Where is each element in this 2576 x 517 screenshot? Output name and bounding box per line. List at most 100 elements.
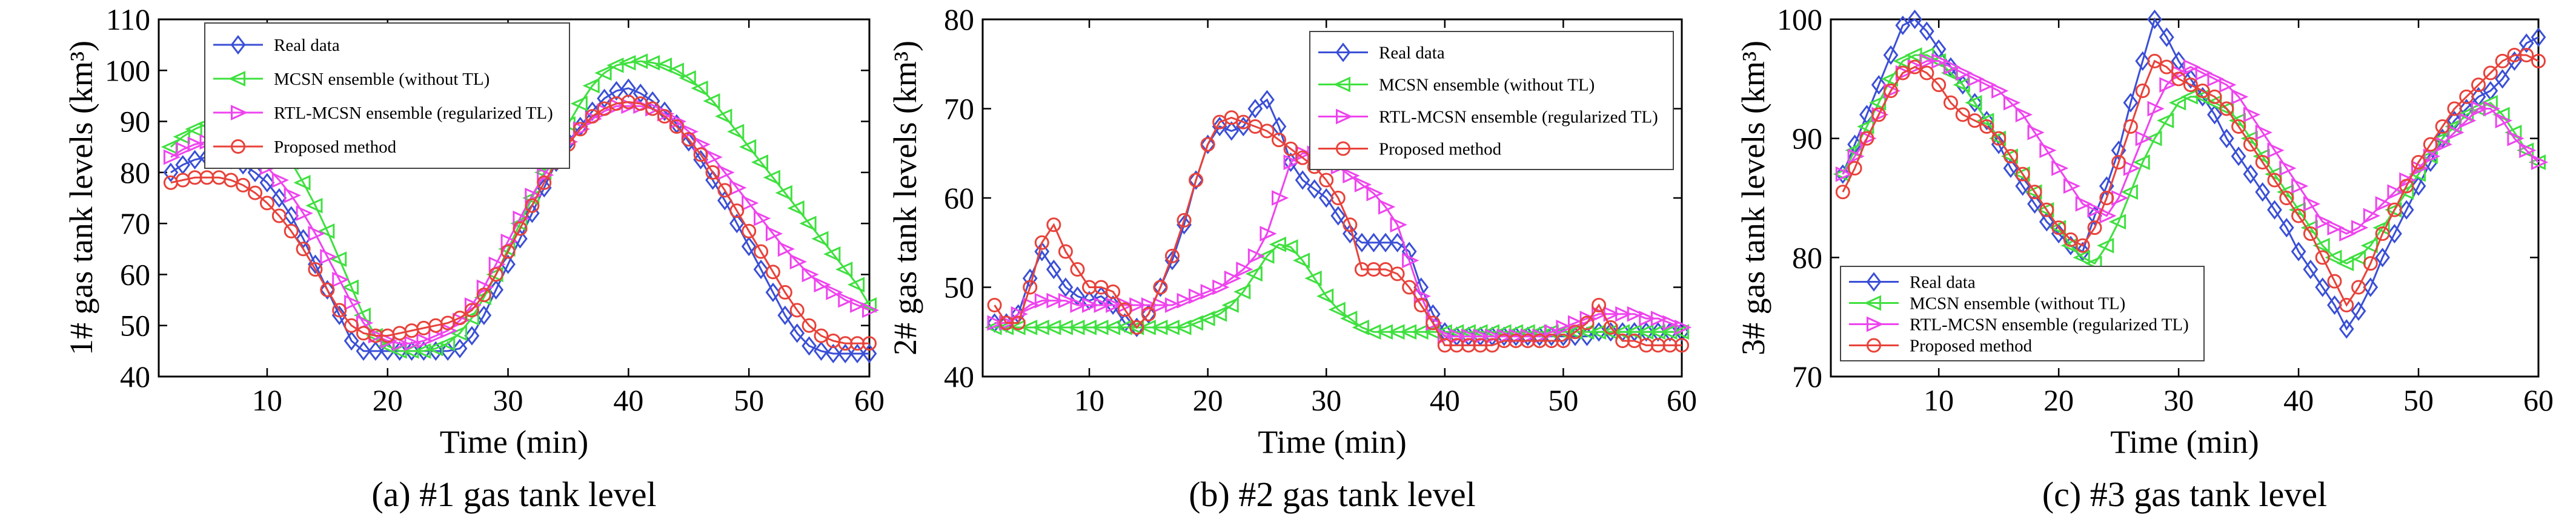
data-point	[1224, 121, 1240, 141]
x-axis-title: Time (min)	[2110, 424, 2259, 460]
data-point	[2183, 77, 2198, 93]
legend-box	[204, 22, 570, 169]
data-point	[1269, 236, 1286, 252]
data-point	[1245, 266, 1263, 282]
data-point	[765, 282, 781, 303]
data-point	[1340, 311, 1358, 326]
data-point	[1615, 306, 1633, 322]
data-point	[802, 266, 819, 283]
data-point	[1212, 116, 1227, 137]
y-axis-title: 2# gas tank levels (km³)	[887, 41, 923, 355]
data-point	[2279, 160, 2297, 176]
data-point	[293, 174, 311, 191]
data-point	[862, 336, 877, 351]
data-point	[729, 203, 745, 219]
data-point	[2447, 101, 2462, 116]
data-point	[742, 195, 759, 211]
data-point	[1354, 177, 1372, 193]
data-point	[464, 303, 479, 318]
data-point	[2159, 59, 2174, 74]
x-tick-label: 40	[1430, 383, 1460, 417]
legend-label: RTL-MCSN ensemble (regularized TL)	[274, 104, 553, 123]
data-point	[175, 142, 193, 157]
data-point	[536, 178, 552, 198]
data-point	[1247, 248, 1266, 264]
data-point	[585, 109, 600, 124]
data-point	[2147, 53, 2162, 68]
data-point	[2123, 119, 2138, 134]
data-point	[789, 303, 805, 318]
data-point	[1931, 77, 1947, 93]
data-point	[2015, 166, 2030, 182]
data-point	[2087, 220, 2102, 235]
data-point	[236, 177, 251, 193]
data-point	[1164, 248, 1180, 263]
data-point	[1907, 9, 1922, 30]
data-point	[849, 343, 865, 364]
data-point	[1556, 334, 1571, 348]
legend-marker	[1333, 76, 1350, 93]
data-point	[2339, 298, 2354, 312]
series-line	[1842, 60, 2540, 235]
data-point	[2423, 148, 2441, 164]
legend: Real data MCSN ensemble (without TL)RTL-M…	[1840, 266, 2205, 361]
data-point	[2375, 226, 2390, 241]
data-point	[344, 318, 359, 333]
data-point	[2471, 100, 2489, 117]
legend-label: RTL-MCSN ensemble (regularized TL)	[1379, 108, 1658, 127]
data-point	[2387, 202, 2402, 217]
data-point	[777, 285, 792, 300]
data-point	[380, 333, 397, 349]
data-point	[2015, 176, 2031, 196]
data-point	[2315, 250, 2330, 265]
data-point	[2159, 27, 2174, 47]
data-point	[1967, 71, 1985, 87]
data-point	[271, 172, 290, 188]
data-point	[787, 200, 805, 216]
data-point	[2097, 237, 2114, 254]
data-point	[1271, 133, 1286, 148]
data-point	[1671, 324, 1689, 340]
data-point	[1200, 137, 1215, 152]
data-point	[642, 54, 660, 71]
chart-caption: (a) #1 gas tank level	[371, 475, 656, 514]
data-point	[1082, 297, 1100, 313]
data-point	[2087, 202, 2105, 218]
data-point	[2157, 113, 2174, 128]
data-point	[2387, 223, 2402, 244]
data-point	[317, 223, 335, 239]
data-point	[754, 244, 769, 259]
data-point	[1117, 297, 1135, 313]
series-line	[170, 87, 869, 355]
data-point	[2471, 77, 2486, 93]
data-point	[440, 323, 458, 338]
data-point	[2291, 208, 2306, 223]
x-tick-label: 20	[2043, 383, 2074, 417]
y-tick-label: 60	[120, 257, 150, 291]
data-point	[823, 246, 841, 262]
data-point	[2135, 130, 2153, 147]
data-point	[1955, 107, 1970, 122]
data-point	[1153, 280, 1168, 295]
data-point	[271, 188, 287, 208]
data-point	[1662, 315, 1680, 331]
data-point	[1675, 338, 1689, 353]
data-point	[1209, 306, 1227, 322]
y-tick-label: 100	[105, 53, 150, 87]
data-point	[296, 242, 311, 257]
y-tick-label: 40	[120, 360, 150, 394]
data-point	[847, 277, 865, 293]
data-point	[1307, 179, 1323, 199]
data-point	[1675, 320, 1692, 335]
data-point	[2207, 71, 2225, 87]
data-point	[1847, 160, 1862, 176]
data-point	[537, 167, 554, 183]
data-point	[1224, 270, 1241, 286]
data-point	[1058, 292, 1076, 309]
y-tick-label: 80	[1792, 240, 1822, 274]
data-point	[1129, 320, 1144, 335]
chart-panel-3: 10 20 30 40 50 60 70 80 90 100 Time (min) 3# gas ta…	[1735, 2, 2554, 514]
data-point	[2255, 182, 2271, 202]
data-point	[2351, 301, 2366, 321]
data-point	[570, 96, 588, 111]
